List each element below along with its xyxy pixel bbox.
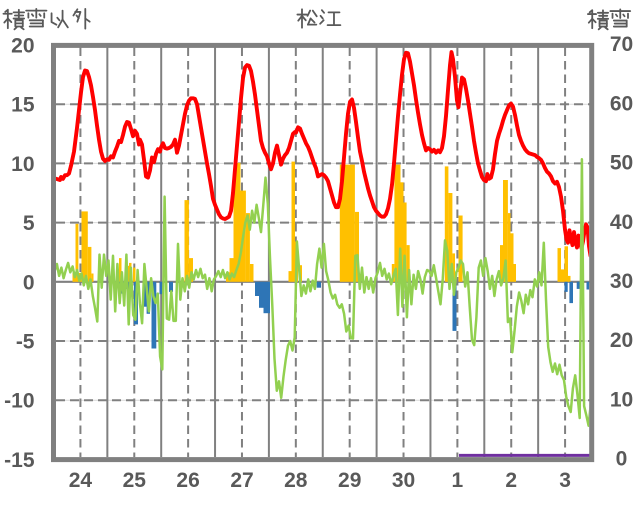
svg-text:1: 1 bbox=[452, 469, 464, 492]
svg-text:3: 3 bbox=[559, 469, 571, 492]
svg-text:27: 27 bbox=[230, 469, 253, 492]
svg-text:2: 2 bbox=[505, 469, 517, 492]
svg-text:-15: -15 bbox=[4, 449, 35, 472]
svg-text:20: 20 bbox=[11, 35, 34, 58]
svg-text:20: 20 bbox=[610, 329, 633, 352]
svg-text:25: 25 bbox=[123, 469, 147, 492]
svg-text:0: 0 bbox=[23, 271, 35, 294]
svg-text:29: 29 bbox=[338, 469, 361, 492]
svg-text:-5: -5 bbox=[16, 331, 35, 354]
svg-text:70: 70 bbox=[610, 33, 633, 56]
svg-text:0: 0 bbox=[616, 448, 628, 471]
svg-text:15: 15 bbox=[11, 94, 35, 117]
svg-text:30: 30 bbox=[392, 469, 415, 492]
svg-text:50: 50 bbox=[610, 152, 633, 175]
svg-text:26: 26 bbox=[176, 469, 199, 492]
svg-text:-10: -10 bbox=[4, 390, 34, 413]
svg-text:60: 60 bbox=[610, 92, 633, 115]
svg-text:10: 10 bbox=[11, 153, 34, 176]
svg-text:30: 30 bbox=[610, 270, 633, 293]
svg-text:28: 28 bbox=[284, 469, 308, 492]
svg-text:24: 24 bbox=[69, 469, 93, 492]
svg-text:5: 5 bbox=[23, 212, 35, 235]
svg-text:40: 40 bbox=[610, 211, 633, 234]
svg-text:10: 10 bbox=[610, 388, 633, 411]
